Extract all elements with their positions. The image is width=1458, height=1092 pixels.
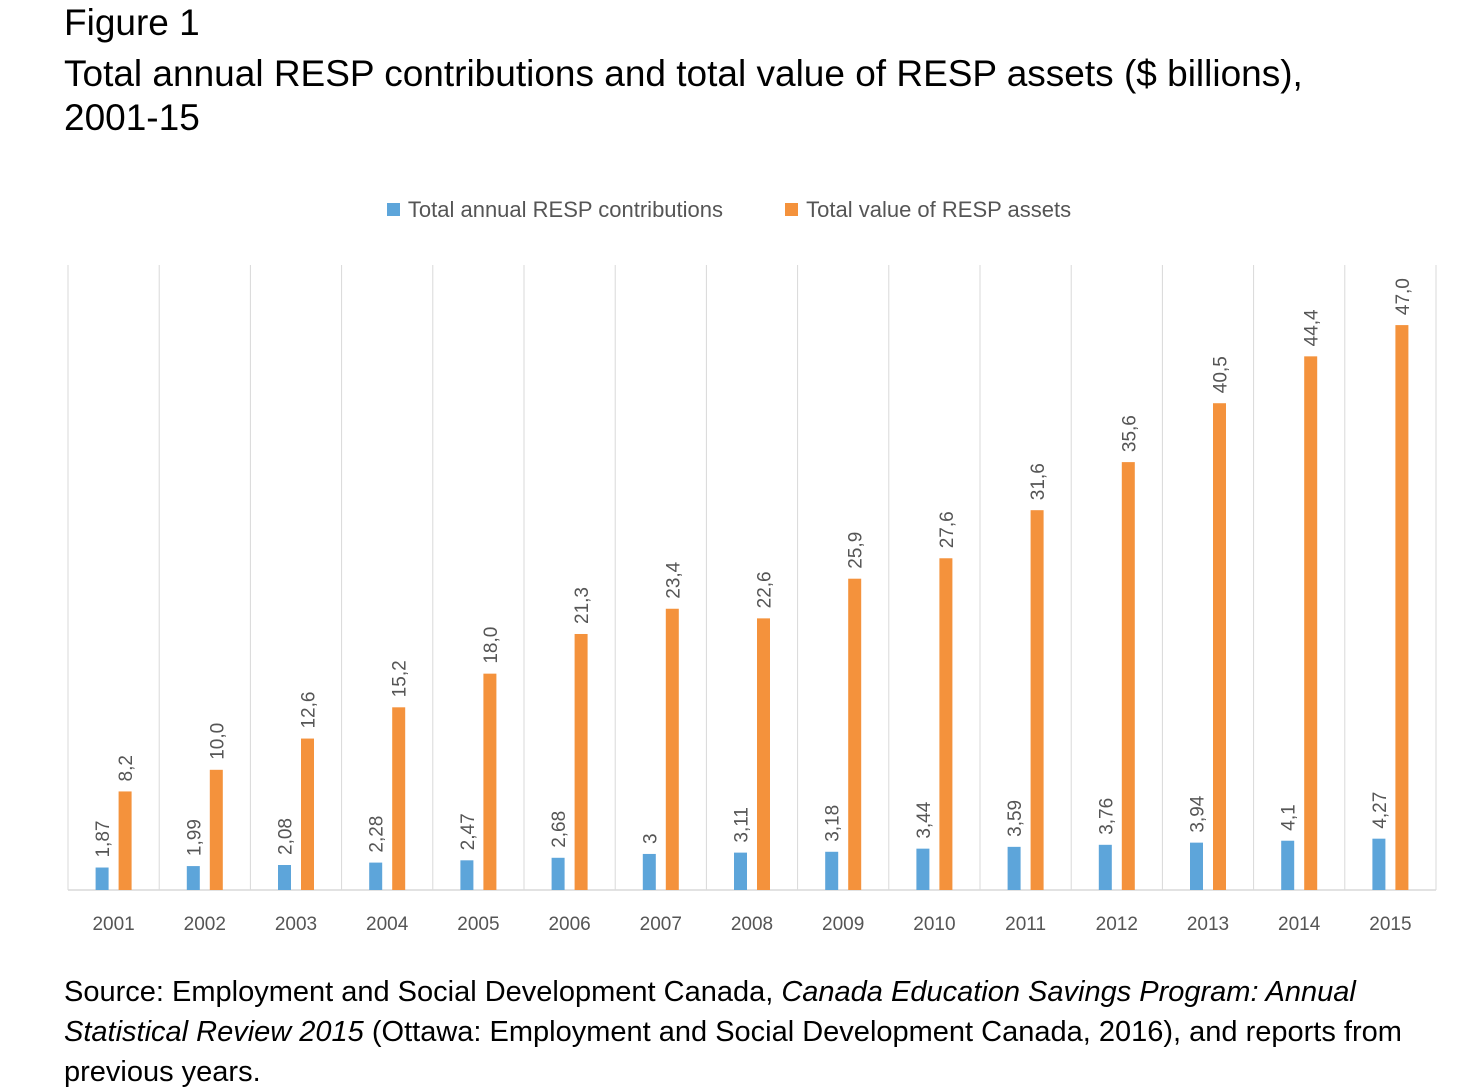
data-label-assets: 47,0 (1393, 278, 1414, 315)
bar-assets (665, 608, 679, 890)
bar-contributions (1372, 838, 1386, 890)
bar-chart: 1,87 8,2 2001 1,99 10,0 2002 2,08 12,6 2003 2,28 1… (67, 265, 1437, 935)
x-tick-label: 2007 (640, 914, 682, 935)
data-label-assets: 44,4 (1302, 309, 1323, 346)
x-tick-label: 2004 (366, 914, 409, 935)
x-tick-label: 2012 (1096, 914, 1138, 935)
x-tick-label: 2013 (1187, 914, 1229, 935)
data-label-contributions: 4,27 (1370, 792, 1391, 829)
bar-assets (118, 791, 132, 890)
bar-contributions (1007, 846, 1021, 890)
data-label-assets: 10,0 (207, 723, 228, 760)
bar-contributions (460, 860, 474, 890)
bar-assets (939, 558, 953, 890)
bar-assets (848, 578, 862, 890)
source-suffix: (Ottawa: Employment and Social Developme… (64, 1016, 1402, 1088)
bar-contributions (1098, 844, 1112, 890)
data-label-assets: 23,4 (663, 561, 684, 598)
legend-swatch-assets (785, 203, 799, 216)
x-tick-label: 2003 (275, 914, 317, 935)
data-label-contributions: 2,08 (276, 818, 297, 855)
data-label-assets: 21,3 (572, 587, 593, 624)
data-label-contributions: 4,1 (1279, 804, 1300, 830)
data-label-assets: 22,6 (755, 571, 776, 608)
data-label-contributions: 3,59 (1005, 800, 1026, 837)
legend-swatch-contributions (386, 203, 400, 216)
bar-contributions (186, 866, 200, 890)
source-publication-title: Canada Education Savings Program: Annual… (64, 976, 1356, 1048)
x-tick-label: 2009 (822, 914, 864, 935)
bar-contributions (551, 857, 565, 890)
chart-title: Total annual RESP contributions and tota… (64, 53, 1303, 138)
data-label-contributions: 3,94 (1188, 795, 1209, 832)
data-label-assets: 31,6 (1028, 463, 1049, 500)
bar-assets (757, 618, 770, 890)
bar-contributions (734, 852, 747, 890)
chart-legend: Total annual RESP contributions Total va… (0, 196, 1458, 223)
x-tick-label: 2001 (92, 914, 134, 935)
data-label-contributions: 2,68 (549, 811, 570, 848)
bar-assets (301, 738, 314, 890)
x-tick-label: 2011 (1005, 914, 1046, 935)
bar-assets (1030, 510, 1044, 890)
legend-label-contributions: Total annual RESP contributions (407, 196, 724, 222)
data-label-contributions: 3,44 (914, 801, 935, 838)
data-label-contributions: 3 (640, 833, 661, 844)
legend-item-contributions: Total annual RESP contributions (386, 196, 724, 223)
bar-assets (483, 673, 497, 890)
x-tick-label: 2006 (548, 914, 590, 935)
data-label-assets: 18,0 (481, 627, 502, 664)
legend-item-assets: Total value of RESP assets (785, 197, 1071, 223)
data-label-assets: 40,5 (1211, 356, 1232, 393)
bar-assets (574, 633, 588, 890)
x-tick-label: 2010 (913, 914, 955, 935)
source-note: Source: Employment and Social Developmen… (64, 972, 1444, 1092)
bar-contributions (369, 862, 383, 890)
bar-contributions (278, 865, 291, 890)
bar-contributions (95, 867, 109, 890)
data-label-contributions: 3,76 (1096, 798, 1117, 835)
data-label-assets: 25,9 (846, 532, 867, 569)
bar-contributions (1190, 842, 1203, 890)
x-tick-label: 2002 (184, 914, 226, 935)
x-tick-label: 2015 (1369, 914, 1411, 935)
x-tick-label: 2014 (1278, 914, 1321, 935)
bar-assets (209, 769, 223, 890)
bar-contributions (1281, 840, 1295, 890)
bar-assets (392, 707, 406, 890)
data-label-assets: 15,2 (390, 660, 411, 697)
source-prefix: Source: Employment and Social Developmen… (64, 976, 782, 1008)
legend-label-assets: Total value of RESP assets (806, 196, 1072, 222)
x-tick-label: 2005 (457, 914, 499, 935)
data-label-contributions: 1,87 (93, 821, 114, 858)
bar-assets (1304, 356, 1318, 890)
data-label-contributions: 2,28 (367, 816, 388, 853)
data-label-contributions: 2,47 (458, 813, 479, 850)
data-label-assets: 8,2 (116, 755, 137, 781)
data-label-contributions: 3,18 (823, 805, 844, 842)
bar-assets (1213, 403, 1226, 890)
x-tick-label: 2008 (731, 914, 773, 935)
data-label-assets: 35,6 (1119, 415, 1140, 452)
bar-assets (1395, 325, 1409, 890)
data-label-assets: 27,6 (937, 511, 958, 548)
bar-assets (1121, 462, 1135, 890)
data-label-assets: 12,6 (299, 692, 320, 729)
figure-label: Figure 1 (64, 2, 200, 43)
data-label-contributions: 3,11 (732, 807, 753, 843)
bar-contributions (916, 848, 930, 890)
data-label-contributions: 1,99 (184, 819, 205, 856)
bar-contributions (642, 853, 656, 890)
bar-contributions (825, 851, 839, 890)
